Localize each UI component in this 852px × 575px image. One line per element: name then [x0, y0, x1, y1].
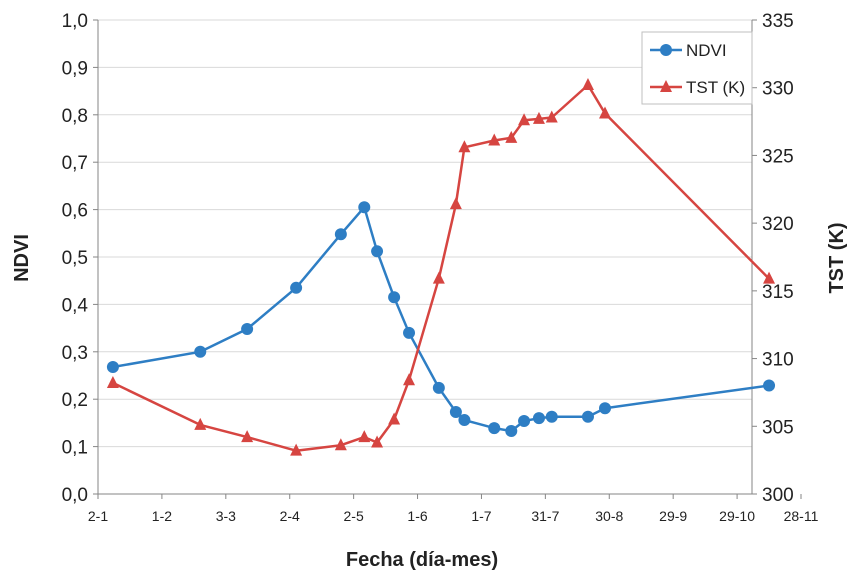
data-point-ndvi [763, 379, 776, 392]
right-tick-label: 335 [762, 11, 794, 32]
data-point-tst-k [532, 111, 545, 124]
data-point-ndvi [403, 326, 416, 339]
data-point-ndvi [505, 424, 518, 437]
x-tick-label: 2-5 [344, 508, 364, 524]
x-tick-label: 1-7 [471, 508, 491, 524]
data-point-tst-k [334, 438, 347, 451]
series-tst-k [106, 78, 776, 456]
data-point-ndvi [358, 201, 371, 214]
x-tick-label: 30-8 [595, 508, 623, 524]
x-tick-label: 2-4 [280, 508, 300, 524]
right-tick-label: 320 [762, 214, 794, 235]
x-tick-label: 31-7 [531, 508, 559, 524]
data-point-ndvi [388, 291, 401, 304]
legend-ndvi-label: NDVI [686, 41, 727, 60]
left-tick-label: 0,2 [62, 390, 88, 411]
left-axis-tick-labels: 0,0 0,1 0,2 0,3 0,4 0,5 0,6 0,7 0,8 0,9 1,0 [62, 11, 98, 506]
left-tick-label: 1,0 [62, 11, 88, 32]
data-point-ndvi [290, 281, 303, 294]
data-point-tst-k [763, 271, 776, 284]
x-tick-label: 1-6 [407, 508, 427, 524]
data-point-tst-k [358, 430, 371, 443]
x-tick-label: 2-1 [88, 508, 108, 524]
data-point-ndvi [581, 410, 594, 423]
x-tick-label: 29-9 [659, 508, 687, 524]
right-tick-label: 300 [762, 485, 794, 506]
series-layer [106, 78, 776, 456]
legend-ndvi-marker [660, 44, 672, 56]
data-point-ndvi [545, 410, 558, 423]
data-point-ndvi [334, 228, 347, 241]
data-point-tst-k [388, 412, 401, 425]
data-point-tst-k [581, 78, 594, 91]
data-point-tst-k [449, 197, 462, 210]
right-tick-label: 330 [762, 79, 794, 100]
data-point-ndvi [532, 412, 545, 425]
left-axis-title: NDVI [11, 234, 33, 282]
left-tick-label: 0,5 [62, 248, 88, 269]
left-tick-label: 0,9 [62, 58, 88, 79]
x-tick-label: 29-10 [719, 508, 755, 524]
x-axis-title: Fecha (día-mes) [346, 549, 498, 571]
data-point-tst-k [458, 140, 471, 153]
x-tick-label: 3-3 [216, 508, 236, 524]
legend-tst-label: TST (K) [686, 78, 745, 97]
data-point-ndvi [106, 360, 119, 373]
left-tick-label: 0,6 [62, 201, 88, 222]
data-point-ndvi [241, 323, 254, 336]
data-point-tst-k [371, 435, 384, 448]
data-point-ndvi [518, 415, 531, 428]
data-point-tst-k [403, 373, 416, 386]
left-tick-label: 0,3 [62, 343, 88, 364]
x-axis-tick-labels: 2-1 1-2 3-3 2-4 2-5 1-6 1-7 31-7 30-8 29-9 29-10 28… [88, 494, 819, 524]
data-point-tst-k [432, 271, 445, 284]
x-tick-label: 1-2 [152, 508, 172, 524]
right-tick-label: 325 [762, 146, 794, 167]
data-point-ndvi [449, 405, 462, 418]
right-axis-title: TST (K) [826, 222, 848, 293]
data-point-tst-k [505, 130, 518, 143]
data-point-ndvi [432, 381, 445, 394]
right-axis-tick-labels: 300 305 310 315 320 325 330 335 [752, 11, 794, 506]
data-point-tst-k [290, 443, 303, 456]
series-ndvi [106, 201, 776, 437]
data-point-tst-k [518, 113, 531, 126]
legend: NDVI TST (K) [641, 31, 753, 105]
left-tick-label: 0,4 [62, 295, 89, 316]
data-point-ndvi [458, 414, 471, 427]
data-point-ndvi [371, 245, 384, 258]
data-point-tst-k [545, 110, 558, 123]
data-point-tst-k [194, 417, 207, 430]
right-tick-label: 310 [762, 350, 794, 371]
x-tick-label: 28-11 [784, 508, 819, 524]
right-tick-label: 315 [762, 282, 794, 303]
left-tick-label: 0,7 [62, 153, 88, 174]
data-point-tst-k [106, 375, 119, 388]
data-point-ndvi [599, 402, 612, 415]
data-point-tst-k [488, 133, 501, 146]
data-point-ndvi [488, 422, 501, 435]
data-point-ndvi [194, 345, 207, 358]
left-tick-label: 0,1 [62, 438, 88, 459]
data-point-tst-k [599, 106, 612, 119]
right-tick-label: 305 [762, 417, 794, 438]
left-tick-label: 0,0 [62, 485, 88, 506]
left-tick-label: 0,8 [62, 106, 88, 127]
data-point-tst-k [241, 430, 254, 443]
legend-tst-marker [660, 80, 672, 92]
